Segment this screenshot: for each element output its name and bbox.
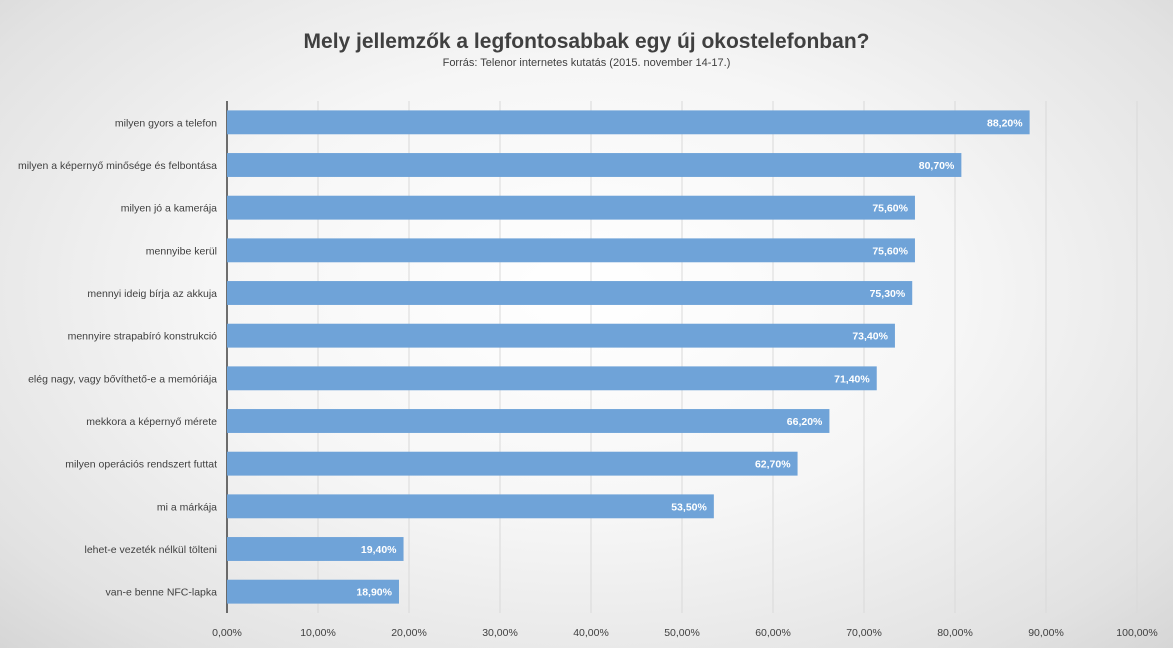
category-labels: milyen gyors a telefon milyen a képernyő … [18, 117, 217, 598]
bar [227, 195, 915, 220]
category-label: milyen operációs rendszert futtat [65, 459, 217, 471]
data-label: 88,20% [987, 117, 1023, 129]
bar [227, 579, 399, 604]
x-tick-label: 20,00% [391, 627, 427, 639]
data-label: 53,50% [671, 501, 707, 513]
category-label: mennyi ideig bírja az akkuja [87, 288, 217, 300]
bar [227, 451, 798, 476]
data-label: 75,60% [872, 245, 908, 257]
category-label: milyen jó a kamerája [121, 203, 217, 215]
chart-title: Mely jellemzők a legfontosabbak egy új o… [303, 30, 870, 53]
gridlines [226, 101, 1138, 613]
bar [227, 366, 877, 391]
data-label: 18,90% [356, 587, 392, 599]
bar [227, 238, 915, 263]
category-label: elég nagy, vagy bővíthető-e a memóriája [28, 373, 217, 385]
bar [227, 153, 962, 177]
category-label: mekkora a képernyő mérete [86, 416, 217, 428]
data-label: 73,40% [852, 331, 888, 343]
data-label: 71,40% [834, 373, 870, 385]
category-label: mennyibe kerül [146, 245, 217, 257]
bar [227, 494, 714, 519]
data-label: 80,70% [919, 160, 955, 172]
x-tick-label: 40,00% [573, 627, 609, 639]
data-label: 75,30% [870, 288, 906, 300]
bar [227, 281, 913, 305]
chart-subtitle: Forrás: Telenor internetes kutatás (2015… [442, 57, 731, 69]
data-label: 66,20% [787, 416, 823, 428]
category-label: mennyire strapabíró konstrukció [68, 331, 218, 343]
x-tick-label: 90,00% [1028, 627, 1064, 639]
x-tick-label: 60,00% [755, 627, 791, 639]
x-tick-label: 80,00% [937, 627, 973, 639]
bar [227, 110, 1030, 135]
data-label: 75,60% [872, 203, 908, 215]
bar [227, 323, 895, 348]
bar [227, 537, 404, 561]
data-label: 19,40% [361, 544, 397, 556]
category-label: milyen gyors a telefon [115, 117, 217, 129]
data-label: 62,70% [755, 459, 791, 471]
x-tick-label: 30,00% [482, 627, 518, 639]
x-tick-label: 70,00% [846, 627, 882, 639]
category-label: milyen a képernyő minősége és felbontása [18, 160, 217, 172]
x-tick-label: 0,00% [212, 627, 242, 639]
x-tick-label: 50,00% [664, 627, 700, 639]
category-label: van-e benne NFC-lapka [106, 587, 218, 599]
category-label: mi a márkája [157, 501, 217, 513]
bars: 88,20% 80,70% 75,60% 75,60% 75,30% 73,40% 71,4… [227, 110, 1030, 604]
x-tick-label: 10,00% [300, 627, 336, 639]
x-tick-label: 100,00% [1116, 627, 1157, 639]
bar [227, 409, 830, 433]
x-axis-ticks: 0,00% 10,00% 20,00% 30,00% 40,00% 50,00% 60,00… [212, 627, 1158, 639]
category-label: lehet-e vezeték nélkül tölteni [85, 544, 218, 556]
